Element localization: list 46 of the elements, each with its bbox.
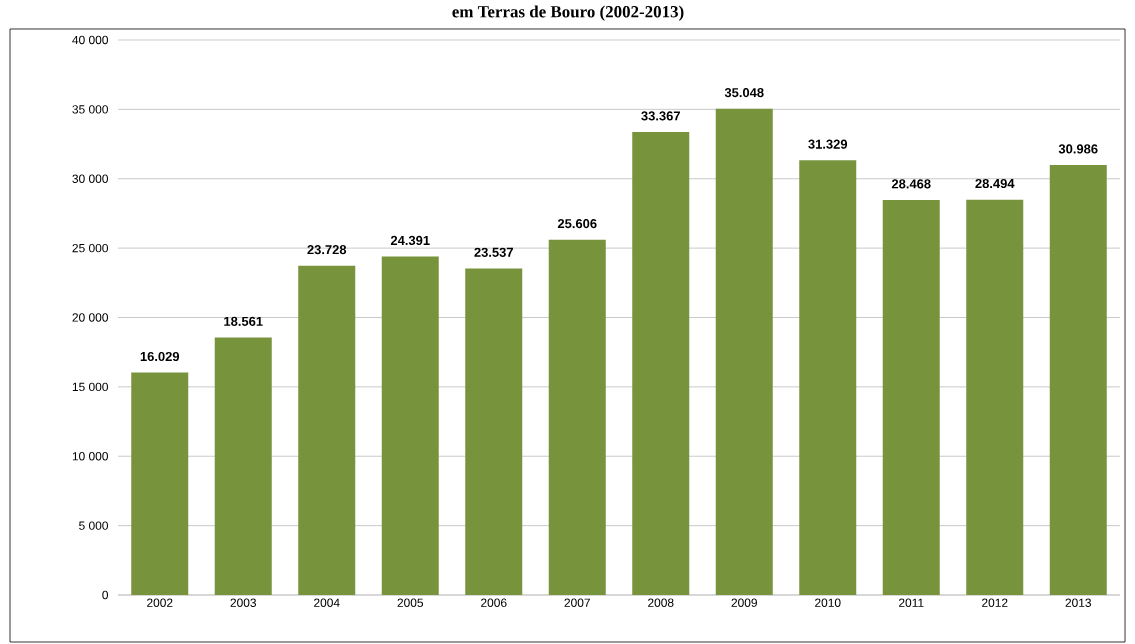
data-label: 23.728 [307,245,347,255]
x-tick-label: 2003 [230,598,257,607]
data-label: 30.986 [1058,144,1098,154]
x-tick-label: 2004 [314,598,340,607]
y-tick-label: 0 [102,590,109,600]
bar [799,160,857,595]
data-label: 31.329 [808,139,848,149]
bar [715,108,773,595]
bar [214,337,272,595]
bar [381,256,439,595]
x-tick-label: 2008 [648,598,674,607]
bar [1049,165,1107,595]
data-label: 28.494 [975,178,1015,189]
data-label: 28.468 [891,179,931,189]
data-label: 25.606 [557,219,597,229]
bar [548,239,606,595]
data-label: 23.537 [474,247,513,257]
data-label: 24.391 [390,235,430,246]
y-tick-label: 20 000 [72,313,108,322]
chart-title: em Terras de Bouro (2002-2013) [452,5,684,21]
data-label: 16.029 [140,351,180,362]
x-tick-label: 2013 [1065,598,1092,607]
x-tick-label: 2007 [564,598,590,607]
bar [882,200,940,595]
data-label: 35.048 [724,87,764,98]
bar [298,265,356,595]
bar [465,268,523,595]
data-label: 33.367 [641,111,680,121]
x-tick-label: 2011 [898,598,924,607]
bar [966,199,1024,595]
x-tick-label: 2002 [147,598,173,607]
x-tick-label: 2009 [731,598,757,607]
bar [632,132,690,595]
x-tick-label: 2012 [982,598,1008,607]
y-tick-label: 25 000 [72,243,108,253]
x-tick-label: 2010 [815,598,841,607]
y-tick-label: 30 000 [72,174,108,183]
y-tick-label: 15 000 [72,382,108,392]
y-tick-label: 10 000 [72,452,108,461]
y-tick-label: 35 000 [72,105,108,114]
x-tick-label: 2005 [397,598,424,607]
data-label: 18.561 [224,316,263,326]
y-tick-label: 40 000 [72,35,108,45]
x-tick-label: 2006 [481,598,507,607]
bar [131,372,189,595]
y-tick-label: 5 000 [79,521,108,530]
